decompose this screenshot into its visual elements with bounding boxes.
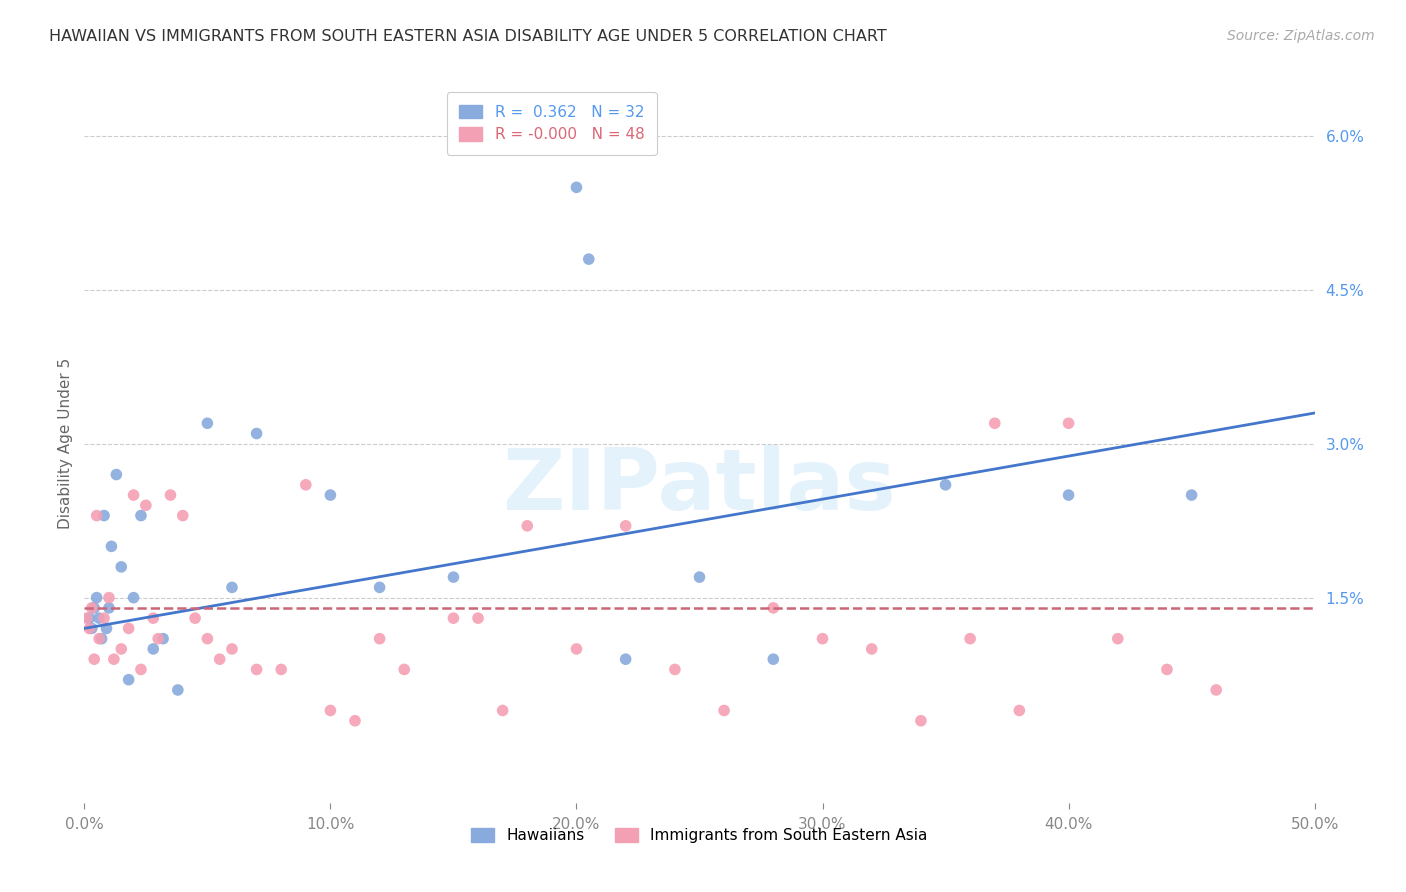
- Point: [467, 611, 489, 625]
- Point: [614, 652, 637, 666]
- Point: [959, 632, 981, 646]
- Point: [80, 601, 103, 615]
- Point: [811, 632, 834, 646]
- Point: [910, 714, 932, 728]
- Point: [110, 560, 132, 574]
- Point: [295, 478, 318, 492]
- Point: [1156, 662, 1178, 677]
- Point: [152, 632, 174, 646]
- Point: [344, 714, 367, 728]
- Point: [83, 601, 105, 615]
- Text: HAWAIIAN VS IMMIGRANTS FROM SOUTH EASTERN ASIA DISABILITY AGE UNDER 5 CORRELATIO: HAWAIIAN VS IMMIGRANTS FROM SOUTH EASTER…: [49, 29, 887, 44]
- Point: [713, 703, 735, 717]
- Point: [159, 488, 181, 502]
- Point: [860, 642, 883, 657]
- Point: [76, 611, 98, 625]
- Point: [516, 519, 538, 533]
- Point: [122, 591, 145, 605]
- Point: [110, 642, 132, 657]
- Point: [443, 570, 465, 584]
- Point: [129, 508, 152, 523]
- Point: [1107, 632, 1129, 646]
- Point: [578, 252, 600, 267]
- Point: [1181, 488, 1204, 502]
- Point: [98, 591, 120, 605]
- Legend: Hawaiians, Immigrants from South Eastern Asia: Hawaiians, Immigrants from South Eastern…: [465, 822, 934, 849]
- Point: [87, 611, 111, 625]
- Point: [87, 632, 111, 646]
- Point: [166, 683, 188, 698]
- Point: [368, 581, 391, 595]
- Point: [172, 508, 194, 523]
- Point: [1057, 488, 1080, 502]
- Text: Source: ZipAtlas.com: Source: ZipAtlas.com: [1227, 29, 1375, 43]
- Point: [689, 570, 711, 584]
- Point: [135, 498, 157, 512]
- Y-axis label: Disability Age Under 5: Disability Age Under 5: [58, 359, 73, 529]
- Point: [83, 652, 105, 666]
- Point: [93, 508, 115, 523]
- Point: [208, 652, 231, 666]
- Point: [319, 703, 342, 717]
- Point: [86, 591, 108, 605]
- Point: [148, 632, 170, 646]
- Point: [935, 478, 957, 492]
- Point: [221, 642, 243, 657]
- Point: [122, 488, 145, 502]
- Point: [96, 622, 118, 636]
- Point: [103, 652, 125, 666]
- Point: [80, 622, 103, 636]
- Point: [1008, 703, 1031, 717]
- Point: [98, 601, 120, 615]
- Point: [93, 611, 115, 625]
- Point: [118, 622, 141, 636]
- Point: [221, 581, 243, 595]
- Point: [90, 632, 112, 646]
- Point: [984, 416, 1007, 431]
- Point: [664, 662, 686, 677]
- Point: [100, 539, 122, 553]
- Point: [129, 662, 152, 677]
- Point: [394, 662, 416, 677]
- Point: [142, 611, 165, 625]
- Point: [1057, 416, 1080, 431]
- Point: [197, 416, 219, 431]
- Point: [79, 622, 101, 636]
- Point: [118, 673, 141, 687]
- Point: [86, 508, 108, 523]
- Point: [197, 632, 219, 646]
- Point: [142, 642, 165, 657]
- Point: [565, 642, 588, 657]
- Point: [184, 611, 207, 625]
- Point: [1205, 683, 1227, 698]
- Point: [443, 611, 465, 625]
- Point: [614, 519, 637, 533]
- Text: ZIPatlas: ZIPatlas: [502, 445, 897, 528]
- Point: [105, 467, 128, 482]
- Point: [762, 652, 785, 666]
- Point: [246, 426, 269, 441]
- Point: [79, 611, 101, 625]
- Point: [565, 180, 588, 194]
- Point: [762, 601, 785, 615]
- Point: [492, 703, 515, 717]
- Point: [246, 662, 269, 677]
- Point: [319, 488, 342, 502]
- Point: [368, 632, 391, 646]
- Point: [270, 662, 292, 677]
